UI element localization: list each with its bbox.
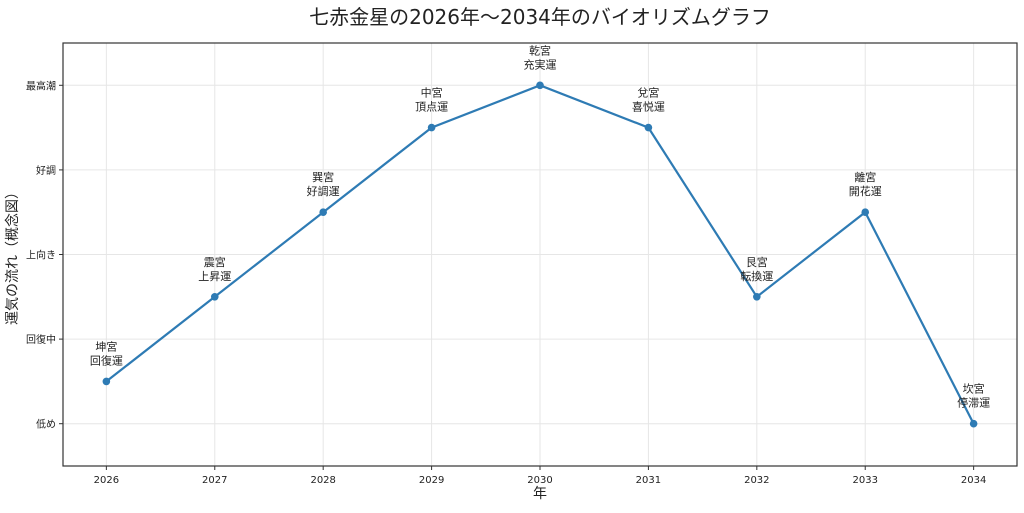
annotation-fortune: 上昇運 [198,270,231,283]
series [102,81,978,428]
data-point [427,123,436,132]
annotation-palace: 坎宮 [963,382,985,396]
data-point [861,208,870,216]
annotation-palace: 坤宮 [95,339,117,353]
x-tick-label: 2033 [853,475,878,486]
y-tick-label: 好調 [36,164,56,177]
y-axis-label: 運気の流れ（概念図） [4,185,21,325]
annotation-fortune: 好調運 [307,184,340,198]
annotation-fortune: 転換運 [740,270,773,283]
grid [63,43,1017,466]
x-tick-label: 2030 [527,475,552,486]
data-point [102,377,111,386]
data-point [969,419,978,428]
data-point [536,81,544,90]
annotation-fortune: 充実運 [524,57,557,71]
x-axis-label: 年 [533,486,547,502]
annotation-palace: 離宮 [854,170,876,184]
x-tick-label: 2027 [202,475,227,486]
x-tick-label: 2029 [419,475,444,486]
ticks: 2026 2027 2028 2029 2030 2031 2032 2033 2034 低め 回復… [26,79,986,486]
data-point [319,208,327,216]
chart-title: 七赤金星の2026年～2034年のバイオリズムグラフ [309,5,771,29]
x-tick-label: 2028 [310,475,335,486]
y-tick-label: 低め [36,418,56,431]
x-tick-label: 2032 [744,475,769,486]
data-point [753,293,761,301]
annotation-fortune: 開花運 [849,185,882,198]
annotation-palace: 乾宮 [529,43,551,57]
annotation-palace: 震宮 [204,255,226,269]
annotation-palace: 中宮 [421,86,443,100]
annotation-palace: 巽宮 [312,170,334,184]
data-point [210,293,219,301]
data-point [644,123,653,132]
annotation-palace: 兌宮 [637,86,659,100]
x-tick-label: 2031 [636,475,661,486]
annotation-fortune: 喜悦運 [632,100,665,114]
annotation-fortune: 停滞運 [957,396,990,410]
annotation-fortune: 回復運 [90,354,123,367]
annotation-palace: 艮宮 [746,255,768,269]
y-tick-label: 上向き [26,249,56,262]
y-tick-label: 回復中 [26,333,56,346]
x-tick-label: 2026 [94,475,119,486]
y-tick-label: 最高潮 [26,79,56,92]
annotation-fortune: 頂点運 [415,101,448,114]
x-tick-label: 2034 [961,475,986,486]
